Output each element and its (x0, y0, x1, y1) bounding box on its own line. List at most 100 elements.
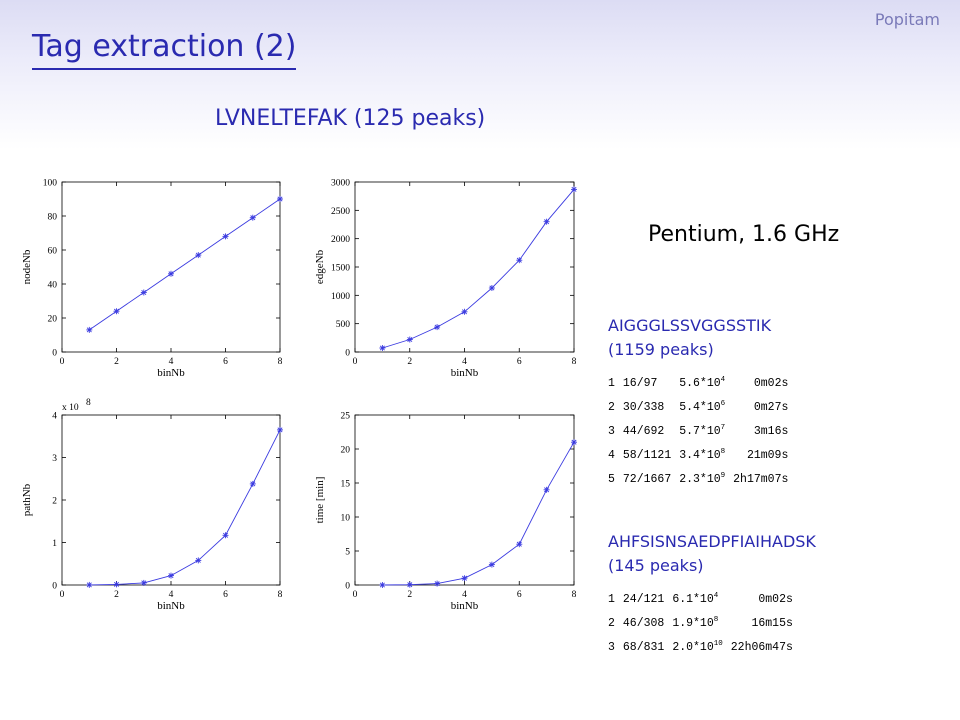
y-tick-label: 40 (48, 281, 58, 291)
x-axis-label: binNb (451, 600, 479, 612)
brand-label: Popitam (874, 10, 940, 29)
row-time: 21m09s (746, 449, 789, 462)
row-count: 5.4*106 (679, 396, 733, 420)
row-number: 5 (608, 473, 615, 486)
sequence-peaks: (1159 peaks) (608, 340, 714, 359)
data-point (516, 257, 523, 264)
row-count: 5.7*107 (679, 420, 733, 444)
count-base: 6.1*10 (672, 593, 714, 606)
data-point (571, 186, 577, 193)
data-point (86, 326, 93, 333)
row-count: 6.1*104 (672, 588, 730, 612)
row-number: 4 (608, 449, 615, 462)
x-tick-label: 4 (462, 357, 467, 367)
chart-edgeNb: 0 2 4 6 8 0 500 1000 1500 2000 2500 3000 binNb edgeNb (314, 179, 577, 379)
table-row: 3 68/831 2.0*1010 22h06m47s (608, 636, 793, 660)
y-tick-label: 25 (341, 412, 351, 422)
count-exponent: 9 (720, 472, 726, 480)
y-tick-label: 0 (345, 349, 350, 359)
count-exponent: 6 (720, 400, 726, 408)
y-axis-label: time [min] (314, 477, 326, 524)
data-point (113, 581, 120, 588)
data-point (249, 480, 256, 487)
count-base: 5.6*10 (679, 377, 721, 390)
y-tick-label: 1 (52, 539, 57, 549)
y-tick-label: 5 (345, 548, 350, 558)
cpu-label: Pentium, 1.6 GHz (648, 222, 840, 247)
data-point (543, 218, 550, 225)
result-block-1: AIGGGLSSVGGSSTIK (1159 peaks) 1 16/97 5.6*… (608, 314, 788, 492)
data-point (277, 196, 283, 202)
count-exponent: 7 (720, 424, 726, 432)
y-tick-label: 1500 (331, 264, 350, 274)
table-row: 3 44/692 5.7*107 3m16s (608, 420, 788, 444)
row-count: 5.6*104 (679, 372, 733, 396)
series-line (382, 189, 575, 349)
y-tick-label: 2 (52, 497, 57, 507)
x-tick-label: 8 (572, 357, 577, 367)
data-point (571, 439, 577, 446)
count-base: 1.9*10 (672, 617, 714, 630)
data-point (222, 532, 229, 539)
count-base: 3.4*10 (679, 449, 721, 462)
count-exponent: 4 (720, 376, 726, 384)
row-number: 1 (608, 593, 615, 606)
row-time: 22h06m47s (730, 641, 793, 654)
y-tick-label: 0 (52, 582, 57, 592)
data-point (277, 426, 283, 433)
data-point (168, 572, 174, 579)
data-point (461, 308, 468, 315)
x-tick-label: 2 (114, 357, 119, 367)
row-time: 3m16s (753, 425, 789, 438)
series-line (382, 441, 575, 586)
plot-frame (354, 414, 575, 586)
x-tick-label: 6 (517, 357, 522, 367)
row-ratio: 72/1667 (622, 473, 672, 486)
count-exponent: 4 (713, 592, 719, 600)
sequence-name: AHFSISNSAEDPFIAIHADSK (608, 532, 816, 551)
data-point (86, 581, 93, 588)
plot-frame (354, 181, 575, 353)
x-tick-label: 6 (223, 590, 228, 600)
x-axis-label: binNb (157, 600, 185, 612)
x-axis-label: binNb (157, 367, 185, 379)
row-ratio: 30/338 (622, 401, 665, 414)
data-point (406, 581, 413, 588)
x-tick-label: 0 (353, 590, 358, 600)
axis-multiplier: x 10 (62, 403, 79, 413)
data-point (516, 541, 523, 548)
y-tick-label: 0 (52, 349, 57, 359)
x-tick-label: 2 (407, 590, 412, 600)
row-number: 1 (608, 377, 615, 390)
data-point (113, 308, 120, 315)
result-table: 1 16/97 5.6*104 0m02s 2 30/338 5.4*106 0m27s 3 44… (608, 372, 788, 492)
row-time: 0m02s (758, 593, 793, 606)
series-line (89, 198, 281, 331)
axis-multiplier-exponent: 8 (86, 398, 91, 408)
data-point (195, 557, 202, 564)
data-point (543, 486, 550, 493)
x-tick-label: 2 (407, 357, 412, 367)
x-tick-label: 4 (169, 590, 174, 600)
count-base: 5.7*10 (679, 425, 721, 438)
data-point (488, 561, 495, 568)
count-exponent: 8 (713, 616, 719, 624)
row-time: 0m02s (753, 377, 789, 390)
data-point (406, 336, 413, 343)
y-axis-label: edgeNb (314, 249, 326, 284)
x-tick-label: 8 (278, 590, 283, 600)
table-row: 1 24/121 6.1*104 0m02s (608, 588, 793, 612)
y-tick-label: 15 (341, 480, 351, 490)
y-tick-label: 3000 (331, 179, 350, 189)
row-ratio: 24/121 (622, 593, 665, 606)
x-tick-label: 0 (60, 357, 65, 367)
y-tick-label: 60 (48, 247, 58, 257)
x-tick-label: 6 (517, 590, 522, 600)
y-tick-label: 10 (341, 514, 351, 524)
y-tick-label: 500 (336, 320, 351, 330)
y-axis-label: nodeNb (21, 249, 33, 284)
row-number: 3 (608, 641, 615, 654)
x-tick-label: 8 (572, 590, 577, 600)
result-block-2: AHFSISNSAEDPFIAIHADSK (145 peaks) 1 24/12… (608, 530, 816, 660)
